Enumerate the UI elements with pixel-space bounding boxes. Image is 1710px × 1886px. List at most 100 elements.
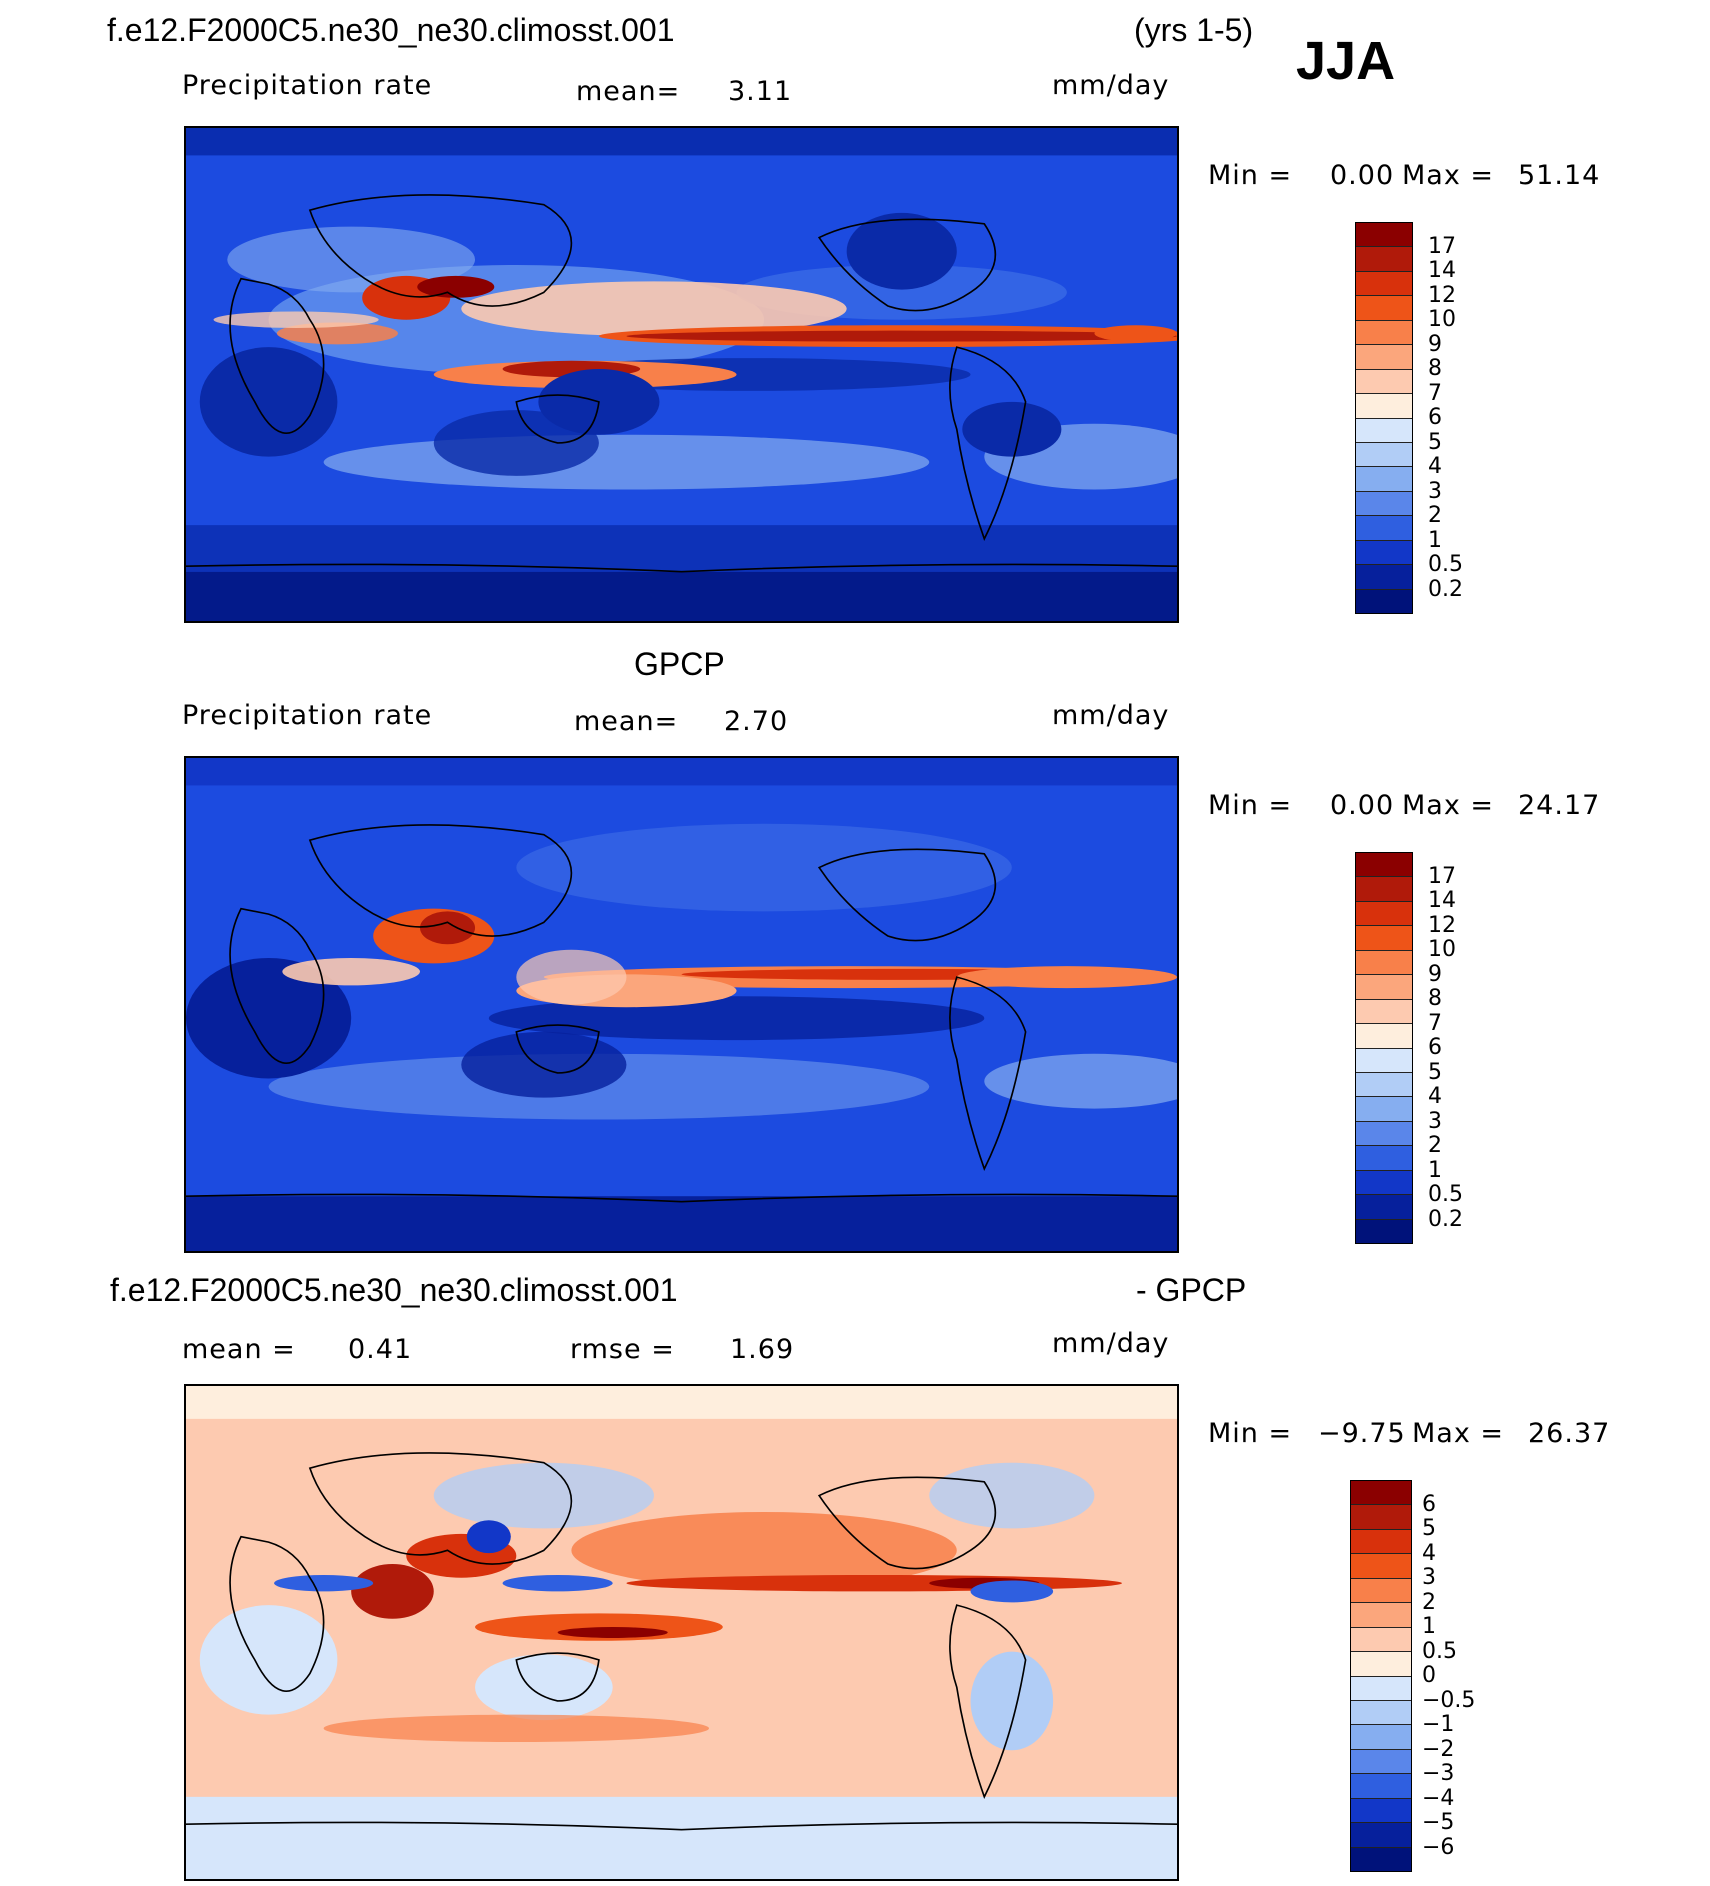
colorbar-tick-label: 8 bbox=[1428, 356, 1442, 381]
colorbar-swatch bbox=[1351, 1847, 1411, 1871]
colorbar-tick-label: 4 bbox=[1428, 1084, 1442, 1109]
colorbar-tick-label: 4 bbox=[1422, 1540, 1436, 1566]
colorbar-tick-label: 14 bbox=[1428, 258, 1456, 283]
colorbar-swatch bbox=[1351, 1481, 1411, 1506]
season-label: JJA bbox=[1296, 31, 1396, 91]
colorbar-swatch bbox=[1351, 1554, 1411, 1579]
panel2-max-label: Max = bbox=[1402, 790, 1495, 821]
colorbar-tick-label: 2 bbox=[1422, 1589, 1436, 1615]
panel3-mean-label: mean = bbox=[182, 1334, 296, 1365]
colorbar-swatch bbox=[1356, 1146, 1412, 1171]
colorbar-tick-label: 5 bbox=[1428, 1059, 1442, 1085]
panel1-mean-value: 3.11 bbox=[728, 76, 793, 107]
panel3-rmse-value: 1.69 bbox=[730, 1334, 795, 1365]
colorbar-swatch bbox=[1351, 1749, 1411, 1775]
panel2-title: GPCP bbox=[634, 646, 725, 682]
colorbar-swatch bbox=[1356, 442, 1412, 468]
colorbar-swatch bbox=[1356, 1048, 1412, 1073]
colorbar-swatch bbox=[1356, 1170, 1412, 1196]
colorbar-swatch bbox=[1356, 589, 1412, 613]
panel3-rmse-label: rmse = bbox=[570, 1334, 675, 1365]
colorbar-tick-label: −4 bbox=[1422, 1785, 1455, 1811]
colorbar-tick-label: −6 bbox=[1422, 1834, 1455, 1860]
panel2-map bbox=[184, 756, 1179, 1253]
panel2-mean-value: 2.70 bbox=[724, 706, 789, 737]
colorbar-swatch bbox=[1356, 1219, 1412, 1243]
panel3-min-value: −9.75 bbox=[1318, 1418, 1406, 1449]
colorbar-swatch bbox=[1356, 345, 1412, 370]
colorbar-swatch bbox=[1351, 1798, 1411, 1824]
colorbar-swatch bbox=[1356, 1024, 1412, 1049]
colorbar-tick-label: 6 bbox=[1428, 1035, 1442, 1060]
case-title: f.e12.F2000C5.ne30_ne30.climosst.001 bbox=[107, 12, 675, 48]
colorbar-swatch bbox=[1351, 1627, 1411, 1653]
colorbar-swatch bbox=[1356, 1121, 1412, 1147]
panel2-min-label: Min = bbox=[1208, 790, 1293, 821]
panel2-min-value: 0.00 bbox=[1330, 790, 1395, 821]
colorbar-swatch bbox=[1351, 1700, 1411, 1726]
colorbar-swatch bbox=[1356, 223, 1412, 248]
colorbar-tick-label: 12 bbox=[1428, 912, 1456, 938]
colorbar-swatch bbox=[1351, 1676, 1411, 1701]
colorbar-swatch bbox=[1351, 1725, 1411, 1750]
colorbar-tick-label: 10 bbox=[1428, 307, 1456, 332]
panel1-variable: Precipitation rate bbox=[182, 70, 433, 101]
colorbar-swatch bbox=[1351, 1505, 1411, 1530]
colorbar-swatch bbox=[1356, 491, 1412, 517]
colorbar-tick-label: 14 bbox=[1428, 888, 1456, 913]
panel1-mean-label: mean= bbox=[576, 76, 681, 107]
colorbar-swatch bbox=[1351, 1652, 1411, 1677]
colorbar-swatch bbox=[1351, 1823, 1411, 1848]
colorbar-swatch bbox=[1356, 369, 1412, 395]
colorbar-tick-label: −3 bbox=[1422, 1761, 1455, 1786]
panel2-max-value: 24.17 bbox=[1518, 790, 1601, 821]
colorbar-tick-label: 2 bbox=[1428, 503, 1442, 528]
panel3-title-right: - GPCP bbox=[1136, 1272, 1247, 1308]
colorbar-tick-label: 3 bbox=[1428, 478, 1442, 504]
colorbar-swatch bbox=[1356, 1195, 1412, 1220]
colorbar-swatch bbox=[1356, 540, 1412, 566]
colorbar-swatch bbox=[1356, 565, 1412, 590]
panel1-colorbar bbox=[1355, 222, 1413, 614]
colorbar-swatch bbox=[1356, 950, 1412, 976]
colorbar-tick-label: −5 bbox=[1422, 1810, 1455, 1835]
colorbar-tick-label: 9 bbox=[1428, 331, 1442, 357]
panel3-mean-value: 0.41 bbox=[348, 1334, 413, 1365]
colorbar-swatch bbox=[1356, 418, 1412, 443]
colorbar-swatch bbox=[1356, 247, 1412, 272]
colorbar-swatch bbox=[1356, 999, 1412, 1025]
colorbar-tick-label: −2 bbox=[1422, 1736, 1455, 1762]
years-label: (yrs 1-5) bbox=[1134, 12, 1254, 48]
panel2-variable: Precipitation rate bbox=[182, 700, 433, 731]
colorbar-swatch bbox=[1351, 1603, 1411, 1628]
colorbar-swatch bbox=[1356, 320, 1412, 346]
panel1-min-label: Min = bbox=[1208, 160, 1293, 191]
colorbar-tick-label: 0.5 bbox=[1428, 552, 1463, 577]
colorbar-swatch bbox=[1356, 1072, 1412, 1098]
colorbar-tick-label: −1 bbox=[1422, 1712, 1455, 1737]
panel1-min-value: 0.00 bbox=[1330, 160, 1395, 191]
colorbar-tick-label: 0 bbox=[1422, 1663, 1436, 1688]
colorbar-tick-label: 6 bbox=[1428, 405, 1442, 430]
colorbar-swatch bbox=[1356, 853, 1412, 878]
colorbar-tick-label: 0.2 bbox=[1428, 576, 1463, 602]
colorbar-tick-label: 3 bbox=[1422, 1565, 1436, 1590]
colorbar-swatch bbox=[1356, 926, 1412, 951]
panel2-colorbar bbox=[1355, 852, 1413, 1244]
colorbar-swatch bbox=[1356, 271, 1412, 297]
colorbar-tick-label: 8 bbox=[1428, 986, 1442, 1011]
colorbar-tick-label: 0.5 bbox=[1422, 1638, 1457, 1664]
colorbar-tick-label: 6 bbox=[1422, 1491, 1436, 1517]
panel2-units: mm/day bbox=[1052, 700, 1170, 731]
colorbar-tick-label: 3 bbox=[1428, 1108, 1442, 1134]
colorbar-tick-label: 4 bbox=[1428, 454, 1442, 479]
colorbar-swatch bbox=[1356, 877, 1412, 902]
colorbar-tick-label: 7 bbox=[1428, 380, 1442, 406]
colorbar-tick-label: 10 bbox=[1428, 937, 1456, 962]
colorbar-swatch bbox=[1356, 394, 1412, 419]
panel1-map bbox=[184, 126, 1179, 623]
colorbar-tick-label: 17 bbox=[1428, 233, 1456, 259]
panel1-max-label: Max = bbox=[1402, 160, 1495, 191]
colorbar-tick-label: −0.5 bbox=[1422, 1687, 1476, 1713]
panel2-mean-label: mean= bbox=[574, 706, 679, 737]
